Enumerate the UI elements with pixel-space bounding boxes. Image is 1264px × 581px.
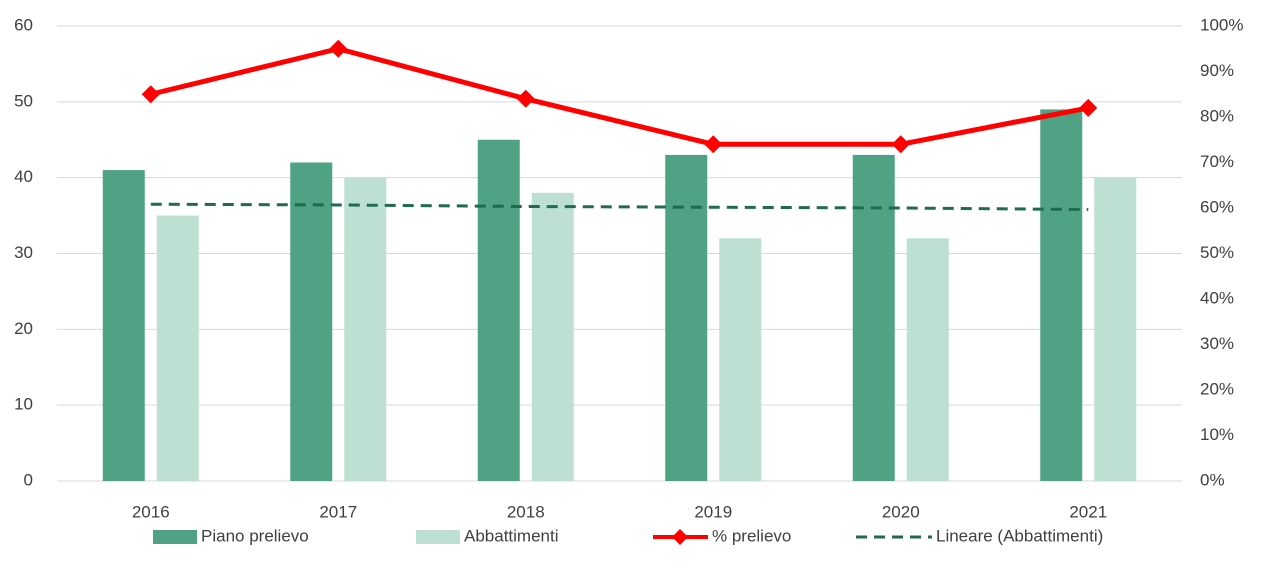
bar [477,139,520,481]
bar [102,170,145,482]
marker [329,39,348,58]
bar [290,162,333,481]
bar [1094,177,1137,481]
y2-tick-label: 100% [1200,15,1243,34]
legend-swatch [153,530,197,544]
y-tick-label: 20 [14,319,33,338]
x-tick-label: 2020 [882,502,920,521]
y-tick-label: 60 [14,15,33,34]
legend-label: % prelievo [712,526,791,545]
y2-tick-label: 50% [1200,243,1234,262]
bar [531,192,574,482]
y2-tick-label: 0% [1200,470,1225,489]
y2-tick-label: 40% [1200,288,1234,307]
y2-tick-label: 20% [1200,379,1234,398]
x-tick-label: 2019 [694,502,732,521]
marker [891,135,910,154]
bar [852,154,895,481]
marker [516,89,535,108]
y2-tick-label: 70% [1200,152,1234,171]
y2-tick-label: 60% [1200,197,1234,216]
y-tick-label: 0 [24,470,33,489]
legend-swatch [416,530,460,544]
bar [156,215,199,482]
y2-tick-label: 10% [1200,425,1234,444]
legend-label: Piano prelievo [201,526,309,545]
y2-tick-label: 90% [1200,61,1234,80]
x-tick-label: 2016 [132,502,170,521]
legend-label: Abbattimenti [464,526,559,545]
y2-tick-label: 80% [1200,106,1234,125]
y2-tick-label: 30% [1200,334,1234,353]
x-tick-label: 2018 [507,502,545,521]
y-tick-label: 40 [14,167,33,186]
marker [1079,98,1098,117]
legend-marker [672,529,688,545]
trend-line [150,202,1089,212]
y-tick-label: 10 [14,395,33,414]
x-tick-label: 2017 [319,502,357,521]
bar [344,177,387,481]
bar [1040,109,1083,482]
bar [906,238,949,481]
x-tick-label: 2021 [1069,502,1107,521]
line [150,46,1089,147]
y-tick-label: 50 [14,91,33,110]
bar [665,154,708,481]
legend-label: Lineare (Abbattimenti) [936,526,1103,545]
marker [704,135,723,154]
y-tick-label: 30 [14,243,33,262]
bar [719,238,762,481]
marker [141,85,160,104]
